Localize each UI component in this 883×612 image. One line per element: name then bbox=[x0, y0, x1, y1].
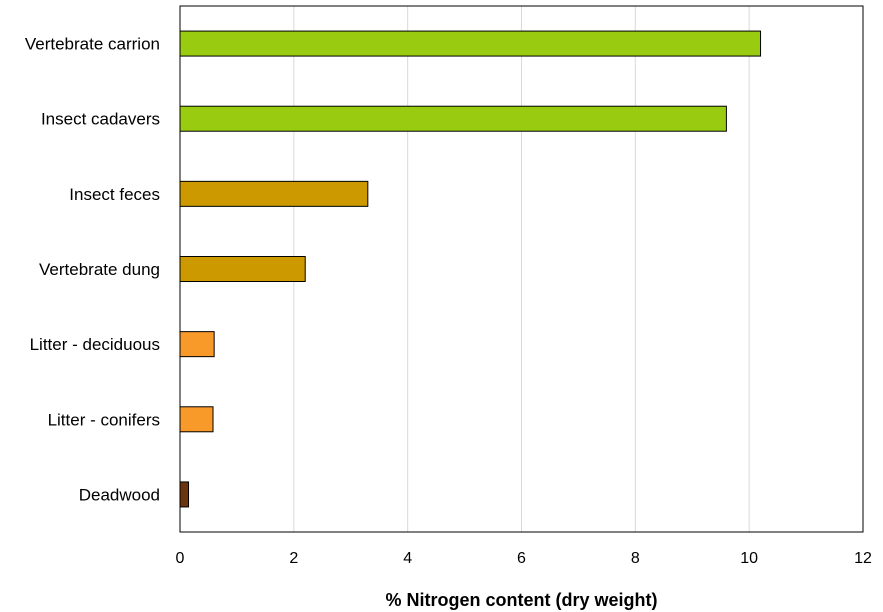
x-tick-label: 4 bbox=[403, 550, 412, 567]
category-label: Insect cadavers bbox=[41, 110, 160, 129]
category-label: Litter - deciduous bbox=[30, 335, 160, 354]
bar bbox=[179, 406, 214, 433]
category-label: Vertebrate dung bbox=[39, 260, 160, 279]
bar bbox=[179, 331, 215, 358]
category-label: Vertebrate carrion bbox=[25, 35, 160, 54]
category-label: Insect feces bbox=[69, 185, 160, 204]
x-tick-label: 2 bbox=[289, 550, 298, 567]
bar-series bbox=[179, 30, 762, 508]
category-label: Deadwood bbox=[79, 485, 160, 504]
x-tick-label: 6 bbox=[517, 550, 526, 567]
bar bbox=[179, 105, 727, 132]
plot-area-frame bbox=[179, 5, 864, 533]
vertical-gridlines bbox=[293, 6, 750, 532]
x-tick-label: 0 bbox=[176, 550, 185, 567]
x-tick-labels: 0 2 4 6 8 10 12 bbox=[176, 550, 872, 567]
x-tick-label: 10 bbox=[740, 550, 758, 567]
x-tick-label: 12 bbox=[854, 550, 872, 567]
category-label: Litter - conifers bbox=[48, 410, 160, 429]
bar bbox=[179, 180, 369, 207]
bar bbox=[179, 30, 762, 57]
bar bbox=[179, 256, 306, 282]
bar bbox=[179, 481, 190, 508]
x-axis-title: % Nitrogen content (dry weight) bbox=[386, 590, 658, 610]
category-labels: Vertebrate carrion Insect cadavers Insect … bbox=[25, 35, 160, 505]
x-tick-label: 8 bbox=[631, 550, 640, 567]
